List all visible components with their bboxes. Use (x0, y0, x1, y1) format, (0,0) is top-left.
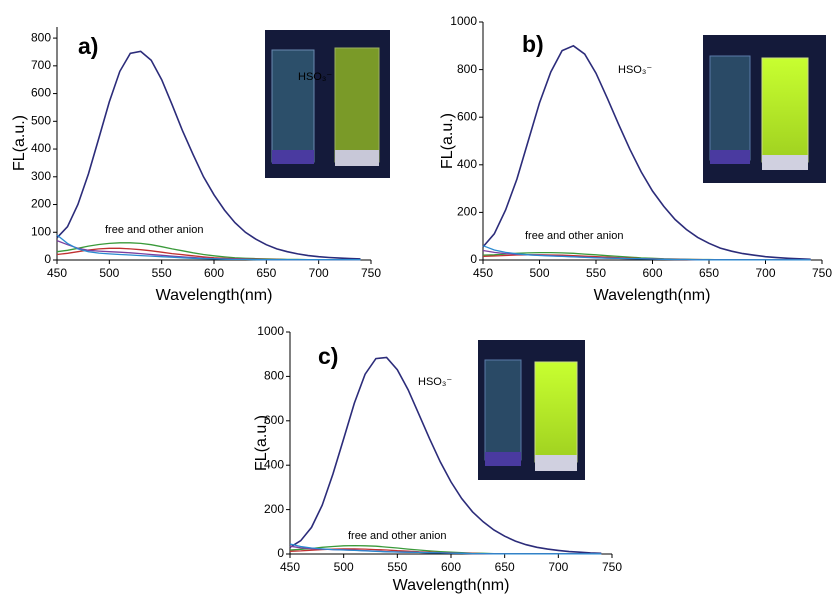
x-tick-label: 450 (47, 266, 67, 280)
x-tick-label: 550 (387, 560, 407, 574)
x-axis-label: Wavelength(nm) (156, 287, 273, 304)
annotation: HSO₃⁻ (418, 376, 452, 388)
y-tick-label: 1000 (450, 14, 477, 28)
spectrum-line (482, 44, 811, 261)
x-tick-label: 700 (309, 266, 329, 280)
y-axis-label: FL(a.u.) (253, 415, 270, 471)
y-axis-label: FL(a.u.) (439, 113, 456, 169)
x-tick-label: 600 (204, 266, 224, 280)
x-tick-label: 700 (755, 266, 775, 280)
annotation: free and other anion (348, 530, 446, 542)
annotation: HSO₃⁻ (298, 71, 332, 83)
x-tick-label: 550 (586, 266, 606, 280)
y-axis-label: FL(a.u.) (11, 115, 28, 171)
x-tick-label: 500 (529, 266, 549, 280)
panel-label: a) (78, 33, 98, 59)
x-axis-label: Wavelength(nm) (594, 287, 711, 304)
y-tick-label: 800 (264, 369, 284, 383)
x-tick-label: 500 (334, 560, 354, 574)
x-tick-label: 750 (812, 266, 832, 280)
x-tick-label: 450 (280, 560, 300, 574)
x-tick-label: 750 (602, 560, 622, 574)
inset-photo (478, 340, 585, 480)
x-axis-label: Wavelength(nm) (393, 577, 510, 594)
x-tick-label: 600 (441, 560, 461, 574)
inset-photo (703, 35, 826, 183)
inset-photo (265, 30, 390, 178)
x-tick-label: 550 (152, 266, 172, 280)
panel-label: b) (522, 31, 544, 57)
y-tick-label: 200 (31, 197, 51, 211)
panel-label: c) (318, 343, 338, 369)
y-tick-label: 600 (264, 413, 284, 427)
y-tick-label: 1000 (257, 324, 284, 338)
x-tick-label: 650 (495, 560, 515, 574)
spectrum-line (56, 50, 361, 260)
y-tick-label: 700 (31, 58, 51, 72)
y-tick-label: 0 (277, 546, 284, 560)
y-tick-label: 400 (457, 157, 477, 171)
x-tick-label: 650 (256, 266, 276, 280)
annotation: HSO₃⁻ (618, 64, 652, 76)
x-tick-label: 750 (361, 266, 381, 280)
x-tick-label: 600 (642, 266, 662, 280)
y-tick-label: 600 (457, 109, 477, 123)
y-tick-label: 100 (31, 224, 51, 238)
y-tick-label: 500 (31, 113, 51, 127)
y-tick-label: 400 (31, 141, 51, 155)
y-tick-label: 300 (31, 169, 51, 183)
y-tick-label: 600 (31, 86, 51, 100)
y-tick-label: 400 (264, 457, 284, 471)
y-tick-label: 800 (457, 62, 477, 76)
spectrum-line (56, 234, 361, 261)
y-tick-label: 0 (44, 252, 51, 266)
annotation: free and other anion (105, 224, 203, 236)
spectrum-line (482, 245, 811, 261)
y-tick-label: 0 (470, 252, 477, 266)
y-tick-label: 200 (457, 205, 477, 219)
y-tick-label: 800 (31, 30, 51, 44)
x-tick-label: 650 (699, 266, 719, 280)
annotation: free and other anion (525, 230, 623, 242)
y-tick-label: 200 (264, 502, 284, 516)
x-tick-label: 450 (473, 266, 493, 280)
x-tick-label: 500 (99, 266, 119, 280)
spectrum-line (289, 356, 602, 555)
x-tick-label: 700 (548, 560, 568, 574)
spectrum-line (289, 543, 602, 555)
